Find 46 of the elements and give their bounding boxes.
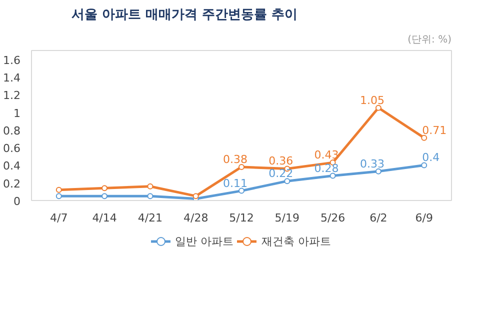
point [284, 178, 290, 184]
x-tick-label: 4/7 [50, 212, 68, 224]
point [147, 193, 154, 200]
point [238, 188, 244, 194]
y-tick-label: 0.2 [3, 177, 21, 190]
data-label: 0.38 [223, 152, 248, 166]
point [421, 162, 428, 168]
x-tick-label: 4/14 [92, 212, 117, 224]
y-tick-label: 1.2 [3, 89, 21, 102]
data-label: 0.11 [223, 176, 248, 190]
point [102, 185, 108, 192]
legend-label: 재건축 아파트 [262, 234, 331, 248]
y-tick-label: 0 [14, 195, 20, 208]
y-tick-label: 1 [14, 106, 20, 120]
point [330, 172, 336, 179]
x-tick-label: 6/9 [415, 212, 433, 224]
point [192, 193, 199, 200]
data-label: 0.36 [268, 154, 294, 168]
data-label: 0.33 [360, 157, 384, 170]
point [375, 168, 382, 174]
x-tick-label: 4/21 [138, 212, 163, 224]
y-tick-label: 1.6 [3, 54, 21, 67]
point [56, 186, 62, 193]
y-tick-label: 0.4 [3, 160, 21, 173]
y-tick-label: 0.8 [3, 124, 21, 138]
legend-label: 일반 아파트 [175, 234, 234, 248]
y-tick-label: 1.4 [3, 71, 21, 84]
x-tick-label: 6/2 [370, 212, 388, 224]
data-label: 0.22 [268, 167, 294, 180]
point [102, 193, 108, 200]
x-tick-label: 5/19 [274, 212, 300, 224]
point [421, 134, 428, 141]
data-label: 1.05 [360, 94, 384, 107]
data-label: 0.71 [422, 124, 447, 137]
data-label: 0.28 [314, 162, 339, 175]
chart-title: 서울 아파트 매매가격 주간변동률 추이 [72, 8, 298, 22]
point [238, 164, 244, 170]
point [375, 104, 382, 111]
x-tick-label: 5/12 [229, 212, 254, 224]
text: (단위: %) [408, 34, 452, 46]
point [56, 193, 62, 200]
x-tick-label: 5/26 [320, 212, 346, 224]
x-tick-label: 4/28 [183, 212, 208, 224]
data-label: 0.4 [422, 151, 440, 164]
y-tick-label: 0.6 [3, 142, 21, 156]
point [147, 183, 154, 190]
